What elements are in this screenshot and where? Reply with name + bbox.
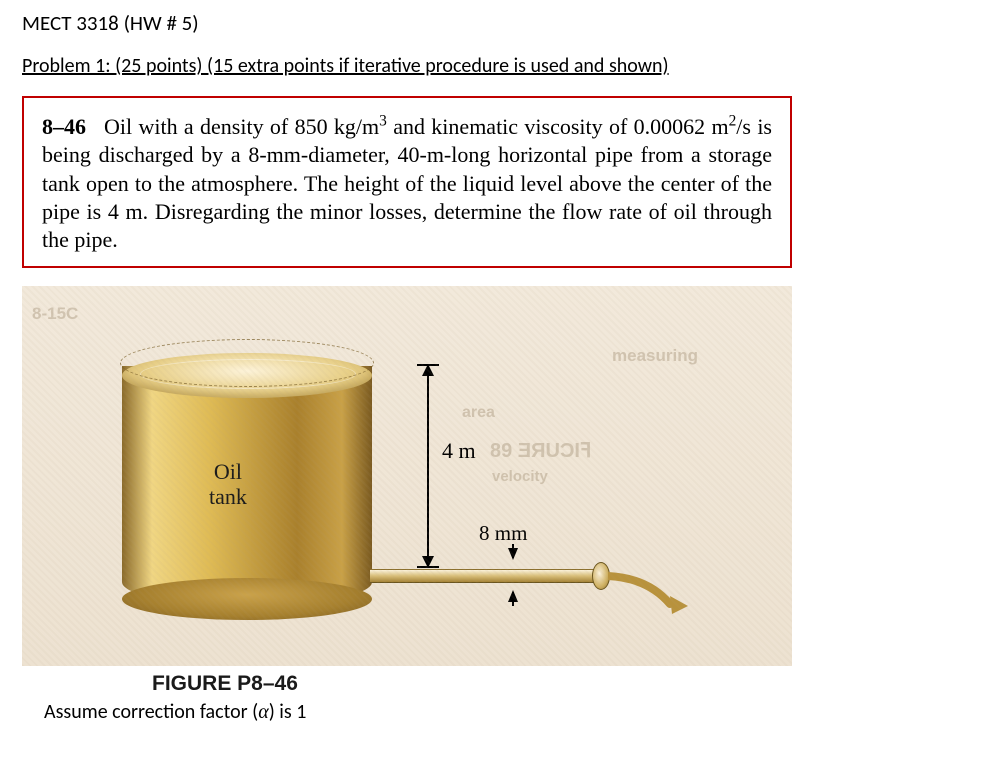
- arrow-down-icon: [508, 548, 518, 560]
- problem-box: 8–46Oil with a density of 850 kg/m3 and …: [22, 96, 792, 268]
- tank-label: Oil tank: [209, 459, 247, 510]
- tank-rim: [120, 339, 374, 387]
- tank-label-line1: Oil: [214, 459, 242, 484]
- diameter-label: 8 mm: [479, 521, 527, 546]
- ghost-text: 8-15C: [32, 304, 78, 324]
- jet-arrow-icon: [670, 596, 692, 623]
- problem-text: 8–46Oil with a density of 850 kg/m3 and …: [42, 112, 772, 254]
- arrow-up-icon: [508, 590, 518, 602]
- assumption-text: Assume correction factor (α) is 1: [44, 700, 976, 724]
- ghost-text: velocity: [492, 468, 548, 485]
- course-header: MECT 3318 (HW # 5): [22, 10, 976, 36]
- tank-body: [122, 366, 372, 606]
- problem-number: 8–46: [42, 114, 86, 139]
- ghost-text: measuring: [612, 346, 698, 366]
- oil-tank: Oil tank: [122, 341, 372, 606]
- ghost-text: area: [462, 404, 495, 422]
- arrow-up-icon: [422, 364, 434, 376]
- arrow-down-icon: [422, 556, 434, 568]
- figure-caption: FIGURE P8–46: [152, 672, 976, 696]
- height-label: 4 m: [442, 438, 476, 464]
- ghost-text: 89 ƎЯUƆIꟻ: [490, 438, 591, 463]
- pipe: [370, 569, 595, 583]
- problem-body: Oil with a density of 850 kg/m3 and kine…: [42, 114, 772, 252]
- figure-area: measuring area 89 ƎЯUƆIꟻ velocity 8-15C …: [22, 286, 792, 666]
- tank-bottom: [122, 578, 372, 620]
- tank-label-line2: tank: [209, 484, 247, 509]
- problem-header: Problem 1: (25 points) (15 extra points …: [22, 54, 976, 78]
- dim-line: [427, 364, 429, 568]
